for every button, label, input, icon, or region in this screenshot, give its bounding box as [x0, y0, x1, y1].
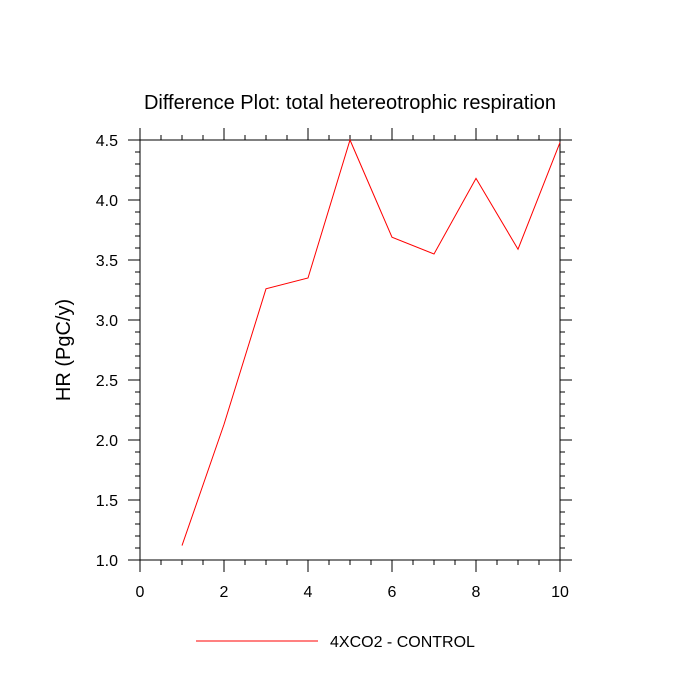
- x-tick-label: 2: [220, 584, 229, 601]
- y-tick-label: 3.0: [96, 313, 118, 330]
- x-tick-label: 10: [551, 584, 569, 601]
- x-tick-label: 4: [304, 584, 313, 601]
- x-tick-label: 0: [136, 584, 145, 601]
- y-tick-label: 2.5: [96, 373, 118, 390]
- x-tick-label: 8: [472, 584, 481, 601]
- y-tick-label: 2.0: [96, 433, 118, 450]
- series-line: [181, 138, 561, 546]
- axis-ticks: 0 2 4 6 8 10 1.0 1.5 2.0 2.5 3.0 3.5 4.0 4.5: [96, 128, 572, 601]
- y-tick-label: 3.5: [96, 253, 118, 270]
- y-tick-label: 4.5: [96, 133, 118, 150]
- legend: 4XCO2 - CONTROL: [196, 634, 475, 651]
- chart-title: Difference Plot: total hetereotrophic re…: [144, 92, 556, 114]
- y-axis-label: HR (PgC/y): [53, 299, 75, 401]
- y-tick-label: 1.5: [96, 493, 118, 510]
- x-tick-label: 6: [388, 584, 397, 601]
- y-tick-label: 1.0: [96, 553, 118, 570]
- legend-label: 4XCO2 - CONTROL: [330, 634, 475, 651]
- y-tick-label: 4.0: [96, 193, 118, 210]
- series-layer: [181, 138, 561, 546]
- plot-frame: [139, 139, 561, 561]
